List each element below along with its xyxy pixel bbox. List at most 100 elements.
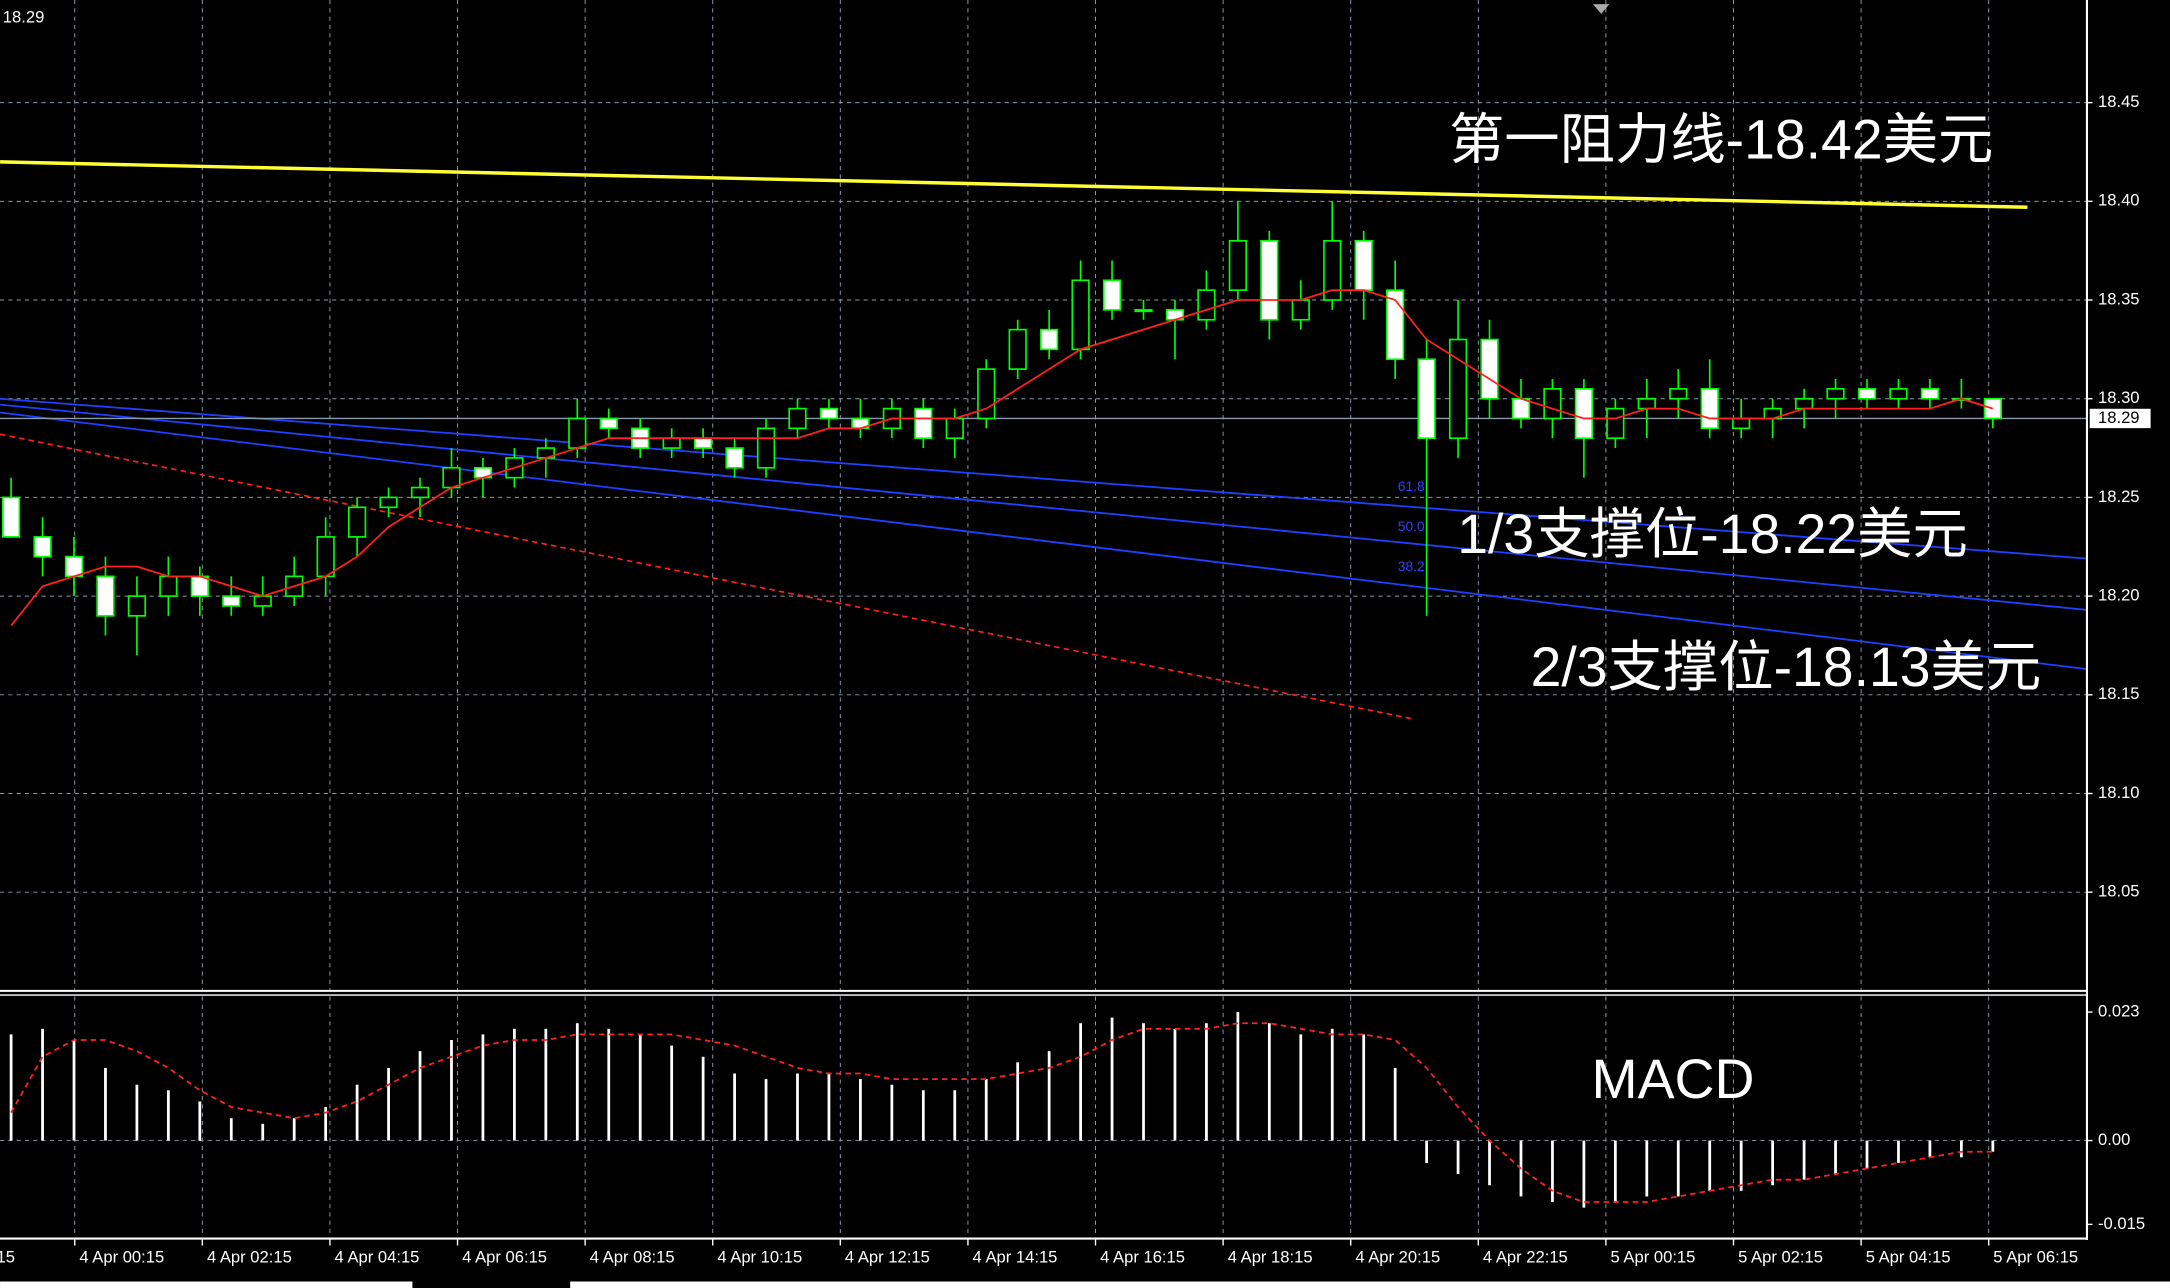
macd-bar	[638, 1034, 642, 1141]
y-tick-label: 18.40	[2098, 191, 2140, 210]
candle-body	[1071, 279, 1090, 351]
candle-body	[1386, 289, 1405, 361]
candle-body	[819, 407, 839, 420]
macd-bar	[481, 1034, 485, 1141]
x-tick-label: 4 Apr 20:15	[1355, 1247, 1440, 1266]
trend-line	[0, 397, 2088, 560]
plot	[0, 160, 2088, 1208]
macd-bar	[1708, 1140, 1712, 1191]
candle-body	[1574, 388, 1594, 440]
x-tick-label: 4 Apr 18:15	[1228, 1247, 1313, 1266]
candle-body	[1606, 407, 1625, 440]
y-tick-label: 18.20	[2098, 585, 2140, 604]
y-tick-label: 18.15	[2098, 684, 2140, 703]
y-tick-label: 0.00	[2098, 1130, 2130, 1149]
candle-body	[1983, 397, 2002, 420]
tab	[0, 1281, 413, 1288]
candle-body	[756, 427, 776, 469]
candle-body	[662, 437, 681, 449]
macd-bar	[513, 1028, 516, 1141]
macd-bar	[1330, 1028, 1334, 1141]
candle-body	[379, 496, 398, 509]
macd-bar	[9, 1034, 13, 1141]
candle-body	[1511, 397, 1531, 420]
macd-bar	[229, 1118, 233, 1141]
macd-bar	[1456, 1140, 1460, 1175]
candle-body	[599, 417, 618, 430]
macd-bar	[1582, 1140, 1586, 1208]
candle-body	[64, 555, 84, 578]
candle-body	[1637, 397, 1656, 410]
candle-body	[945, 417, 964, 440]
candle-body	[1228, 239, 1248, 291]
macd-bar	[733, 1073, 736, 1141]
x-tick-label: 5 Apr 04:15	[1866, 1247, 1951, 1266]
candle-body	[1448, 338, 1468, 440]
macd-bar	[1676, 1140, 1680, 1197]
candle-body	[159, 575, 178, 597]
candle-body	[1669, 388, 1688, 400]
shift-marker	[1592, 4, 1610, 14]
y-tick-label: 18.05	[2098, 882, 2140, 901]
x-tick-label: 22:15	[0, 1247, 15, 1266]
moving-average	[10, 289, 1994, 627]
x-tick-label: 5 Apr 02:15	[1738, 1247, 1823, 1266]
macd-bar	[796, 1073, 799, 1141]
macd-bar	[1959, 1140, 1963, 1158]
macd-bar	[1142, 1023, 1145, 1141]
macd-bar	[921, 1090, 925, 1141]
candle-body	[568, 417, 587, 449]
x-tick-label: 5 Apr 06:15	[1993, 1247, 2078, 1266]
candle-body	[914, 407, 933, 440]
macd-bar	[41, 1028, 44, 1141]
macd-bar	[1897, 1140, 1900, 1163]
candle-body	[1700, 388, 1719, 430]
macd-bar	[1802, 1140, 1806, 1180]
candle-body	[1889, 388, 1908, 400]
macd-bar	[1991, 1140, 1995, 1152]
annotation: 2/3支撑位-18.13美元	[1531, 636, 2042, 698]
candle-body	[96, 575, 115, 617]
macd-bar	[135, 1084, 139, 1141]
macd-bar	[1739, 1140, 1743, 1191]
macd-bar	[355, 1084, 359, 1141]
y-tick-label: 18.10	[2098, 783, 2140, 802]
y-tick-label: 18.45	[2098, 92, 2140, 111]
macd-bar	[1110, 1017, 1114, 1141]
macd-title: MACD	[1592, 1048, 1755, 1110]
annotation: 1/3支撑位-18.22美元	[1457, 503, 1968, 565]
candle-body	[1857, 388, 1877, 400]
candle-body	[1134, 309, 1153, 313]
macd-bar	[198, 1101, 202, 1141]
macd-bar	[450, 1039, 453, 1141]
macd-bar	[387, 1067, 390, 1141]
candle-body	[1197, 289, 1216, 321]
macd-bar	[1362, 1034, 1366, 1141]
macd-bar	[701, 1056, 705, 1141]
y-tick-label: 18.35	[2098, 289, 2140, 308]
candle-body	[253, 595, 272, 607]
macd-bar	[764, 1079, 768, 1141]
candle-body	[222, 595, 241, 607]
macd-bar	[324, 1107, 328, 1141]
macd-bar	[418, 1051, 422, 1141]
x-tick-label: 4 Apr 06:15	[462, 1247, 547, 1266]
macd-bar	[1016, 1062, 1020, 1141]
macd-bar	[1173, 1028, 1177, 1141]
macd-bar	[607, 1028, 611, 1141]
candle-body	[1260, 239, 1279, 321]
candle-body	[316, 536, 335, 578]
candle-body	[788, 407, 807, 430]
y-tick-label: -0.015	[2098, 1214, 2145, 1233]
candle-body	[1291, 299, 1310, 321]
macd-bar	[104, 1067, 107, 1141]
trend-line	[0, 433, 1412, 720]
macd-bar	[261, 1123, 265, 1141]
macd-signal	[10, 1022, 1993, 1203]
x-tick-label: 4 Apr 04:15	[335, 1247, 420, 1266]
candle-body	[410, 486, 430, 499]
macd-bar	[1425, 1140, 1429, 1163]
fib-label: 61.8	[1398, 478, 1425, 494]
